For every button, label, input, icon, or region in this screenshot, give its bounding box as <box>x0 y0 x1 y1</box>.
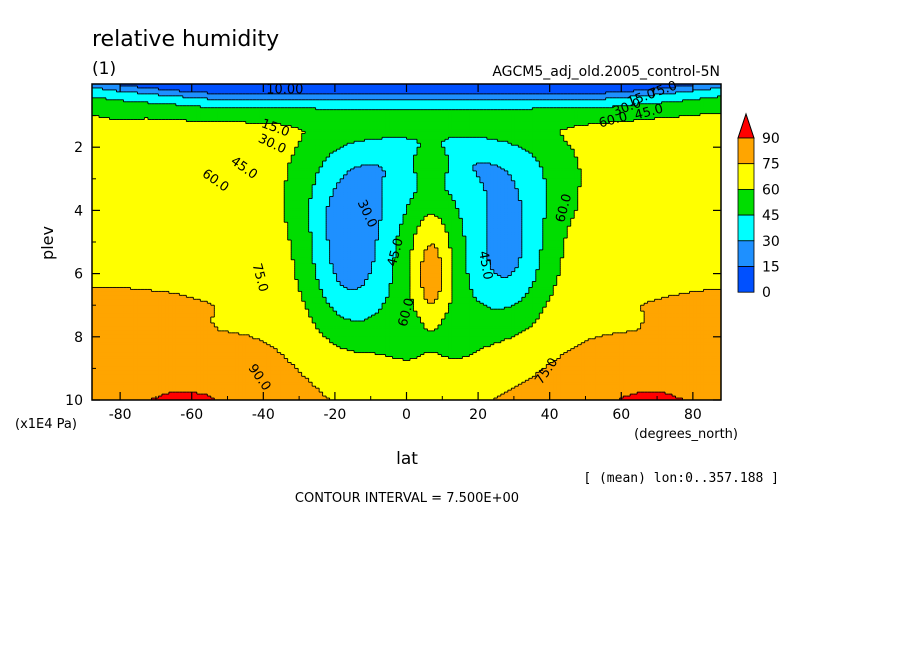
contour-field <box>92 84 722 401</box>
chart-title: relative humidity <box>92 27 279 52</box>
dataset-label: AGCM5_adj_old.2005_control-5N <box>492 64 720 80</box>
chart-subtitle: (1) <box>92 59 116 79</box>
